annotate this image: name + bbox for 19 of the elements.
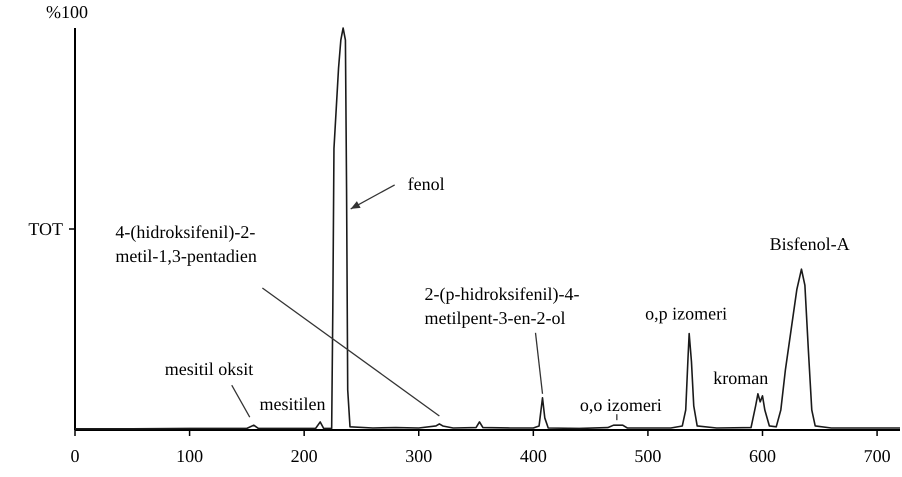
annotation: fenol	[408, 174, 445, 194]
x-tick-label: 200	[290, 446, 318, 466]
annotation: kroman	[713, 368, 768, 388]
text: %100	[46, 2, 88, 22]
annotation: mesitilen	[260, 394, 326, 414]
annotation: 4-(hidroksifenil)-2- metil-1,3-pentadien	[115, 222, 257, 266]
x-tick-label: 0	[70, 446, 80, 466]
x-tick-label: 500	[634, 446, 662, 466]
annotation: Bisfenol-A	[770, 234, 850, 254]
annotation: mesitil oksit	[164, 359, 254, 380]
x-tick-label: 300	[405, 446, 432, 466]
x-tick-label: 400	[520, 446, 547, 466]
annotation: 2-(p-hidroksifenil)-4- metilpent-3-en-2-ol	[424, 284, 580, 328]
x-tick-label: 700	[864, 446, 891, 466]
x-tick-label: 600	[749, 446, 776, 466]
annotation: o,o izomeri	[580, 395, 662, 416]
annotation: o,p izomeri	[645, 304, 728, 324]
y-axis-title: TOT	[28, 219, 63, 239]
x-tick-label: 100	[176, 446, 204, 466]
